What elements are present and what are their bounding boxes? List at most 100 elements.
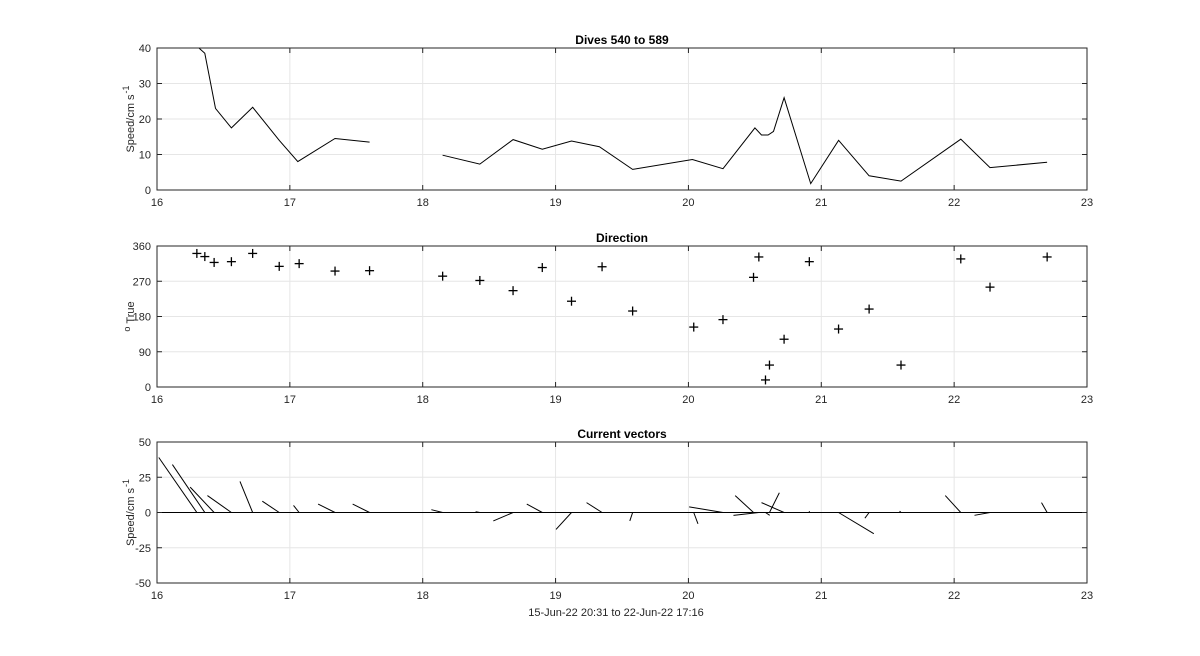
current-vector bbox=[974, 512, 991, 516]
current-vectors-panel: 16 17 18 19 20 21 22 23 -50 -25 0 25 50 Current vecto… bbox=[121, 427, 1093, 619]
speed-panel: 16 17 18 19 20 21 22 23 0 10 20 30 40 Dives 540 to 58… bbox=[121, 33, 1093, 209]
direction-point bbox=[200, 252, 210, 262]
current-vector bbox=[526, 503, 543, 513]
current-vector bbox=[944, 495, 962, 513]
x-tick-label: 20 bbox=[682, 394, 694, 406]
direction-point bbox=[508, 286, 518, 296]
x-tick-label: 20 bbox=[682, 197, 694, 209]
current-vector bbox=[158, 457, 198, 513]
y-tick-label: 25 bbox=[139, 472, 151, 484]
current-vector bbox=[761, 502, 785, 513]
current-vector bbox=[1041, 502, 1048, 513]
x-tick-label: 16 bbox=[151, 394, 163, 406]
current-vector bbox=[207, 495, 232, 513]
y-axis-label: Speed/cm s-1 bbox=[121, 479, 137, 546]
chart-title: Direction bbox=[596, 231, 648, 245]
current-vector bbox=[317, 503, 336, 513]
current-vector bbox=[838, 512, 875, 535]
current-vector bbox=[899, 510, 902, 513]
x-tick-label: 18 bbox=[417, 590, 429, 602]
y-tick-label: 20 bbox=[139, 114, 151, 126]
x-tick-label: 23 bbox=[1081, 197, 1093, 209]
y-axis-label: o True bbox=[122, 301, 137, 331]
direction-point bbox=[689, 322, 699, 332]
direction-point bbox=[226, 257, 236, 267]
direction-point bbox=[779, 334, 789, 344]
y-tick-label: 270 bbox=[133, 276, 151, 288]
x-tick-label: 17 bbox=[284, 394, 296, 406]
current-vector bbox=[493, 512, 514, 522]
x-tick-label: 18 bbox=[417, 197, 429, 209]
x-axis-label: 15-Jun-22 20:31 to 22-Jun-22 17:16 bbox=[528, 607, 704, 619]
x-tick-label: 17 bbox=[284, 590, 296, 602]
x-tick-label: 17 bbox=[284, 197, 296, 209]
current-vector bbox=[864, 512, 870, 519]
direction-point bbox=[834, 324, 844, 334]
direction-point bbox=[294, 259, 304, 269]
current-vector bbox=[293, 505, 300, 513]
y-tick-label: 360 bbox=[133, 241, 151, 253]
direction-point bbox=[192, 248, 202, 258]
y-axis-label-prefix: o bbox=[122, 327, 132, 332]
direction-point bbox=[567, 296, 577, 306]
x-tick-label: 19 bbox=[549, 197, 561, 209]
current-vector bbox=[689, 506, 724, 513]
current-vector bbox=[262, 500, 280, 513]
direction-point bbox=[597, 262, 607, 272]
current-vector bbox=[769, 492, 780, 513]
chart-title: Dives 540 to 589 bbox=[575, 33, 669, 47]
y-tick-label: -25 bbox=[135, 543, 151, 555]
speed-line-segment bbox=[442, 96, 1048, 185]
direction-point bbox=[804, 257, 814, 267]
direction-point bbox=[760, 375, 770, 385]
y-tick-label: 40 bbox=[139, 43, 151, 55]
current-vector bbox=[733, 512, 759, 516]
x-tick-label: 23 bbox=[1081, 394, 1093, 406]
direction-point bbox=[864, 304, 874, 314]
y-axis-label: Speed/cm s-1 bbox=[121, 85, 137, 152]
y-tick-label: 0 bbox=[145, 508, 151, 520]
direction-point bbox=[749, 272, 759, 282]
current-vector bbox=[629, 512, 634, 522]
direction-point bbox=[537, 263, 547, 273]
y-axis-label-text: Speed/cm s bbox=[125, 487, 137, 546]
current-vector bbox=[586, 502, 603, 513]
x-tick-label: 22 bbox=[948, 197, 960, 209]
direction-point bbox=[274, 261, 284, 271]
y-axis-label-text: True bbox=[125, 301, 137, 323]
x-tick-label: 16 bbox=[151, 590, 163, 602]
current-vector bbox=[475, 511, 480, 513]
current-vector bbox=[189, 486, 215, 513]
direction-point bbox=[1042, 252, 1052, 262]
direction-point bbox=[248, 248, 258, 258]
current-vector bbox=[765, 512, 770, 516]
y-tick-label: 50 bbox=[139, 437, 151, 449]
x-tick-label: 16 bbox=[151, 197, 163, 209]
direction-point bbox=[330, 266, 340, 276]
direction-point bbox=[209, 257, 219, 267]
direction-point bbox=[475, 275, 485, 285]
x-tick-label: 22 bbox=[948, 590, 960, 602]
x-tick-label: 19 bbox=[549, 394, 561, 406]
direction-point bbox=[985, 282, 995, 292]
direction-point bbox=[956, 254, 966, 264]
chart-title: Current vectors bbox=[577, 427, 667, 441]
x-tick-label: 21 bbox=[815, 394, 827, 406]
current-vector bbox=[171, 464, 206, 513]
y-tick-label: 0 bbox=[145, 382, 151, 394]
current-vector bbox=[555, 512, 572, 530]
direction-point bbox=[718, 315, 728, 325]
current-vector bbox=[734, 495, 754, 513]
y-axis-label-text: Speed/cm s bbox=[125, 94, 137, 153]
current-vector bbox=[239, 481, 254, 513]
y-tick-label: 90 bbox=[139, 347, 151, 359]
direction-point bbox=[628, 306, 638, 316]
x-tick-label: 20 bbox=[682, 590, 694, 602]
x-tick-label: 19 bbox=[549, 590, 561, 602]
current-vector bbox=[352, 503, 370, 513]
direction-point bbox=[438, 271, 448, 281]
current-vector bbox=[431, 509, 443, 513]
x-tick-label: 23 bbox=[1081, 590, 1093, 602]
x-tick-label: 21 bbox=[815, 590, 827, 602]
